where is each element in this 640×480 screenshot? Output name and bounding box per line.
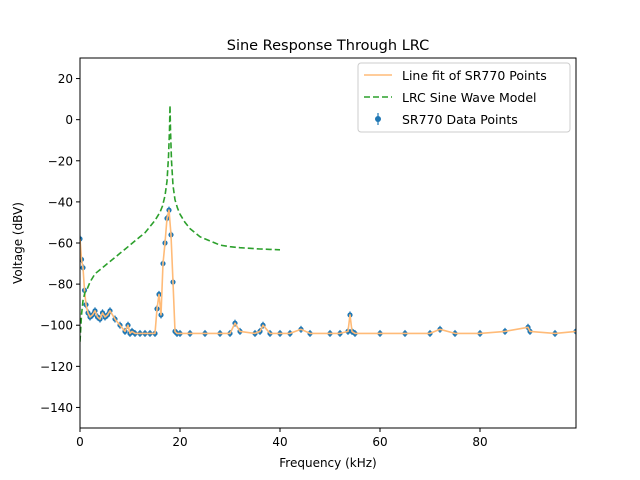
y-tick-label: −120	[40, 360, 73, 374]
y-tick-label: −40	[48, 195, 73, 209]
y-axis: 20 0 −20 −40 −60 −80 −100 −120 −140	[40, 72, 80, 415]
x-tick-label: 40	[272, 435, 287, 449]
legend-swatch-data-point	[375, 116, 381, 122]
y-tick-label: −100	[40, 319, 73, 333]
y-tick-label: 20	[58, 72, 73, 86]
legend-label-model: LRC Sine Wave Model	[402, 90, 537, 105]
y-tick-label: −140	[40, 401, 73, 415]
y-tick-label: −60	[48, 237, 73, 251]
x-tick-label: 60	[372, 435, 387, 449]
x-axis: 0 20 40 60 80	[76, 428, 488, 449]
legend-label-data-points: SR770 Data Points	[402, 112, 518, 127]
series-layer	[80, 104, 576, 342]
y-tick-label: −20	[48, 154, 73, 168]
legend-box	[357, 62, 571, 133]
chart-title: Sine Response Through LRC	[227, 38, 430, 54]
x-tick-label: 0	[76, 435, 84, 449]
x-axis-label: Frequency (kHz)	[279, 456, 376, 470]
legend-label-line-fit: Line fit of SR770 Points	[402, 68, 547, 83]
legend: Line fit of SR770 Points LRC Sine Wave M…	[357, 62, 571, 133]
line-fit-series	[80, 209, 576, 335]
y-tick-label: −80	[48, 278, 73, 292]
x-tick-label: 80	[472, 435, 487, 449]
x-tick-label: 20	[172, 435, 187, 449]
y-tick-label: 0	[65, 113, 73, 127]
y-axis-label: Voltage (dBV)	[11, 202, 25, 284]
